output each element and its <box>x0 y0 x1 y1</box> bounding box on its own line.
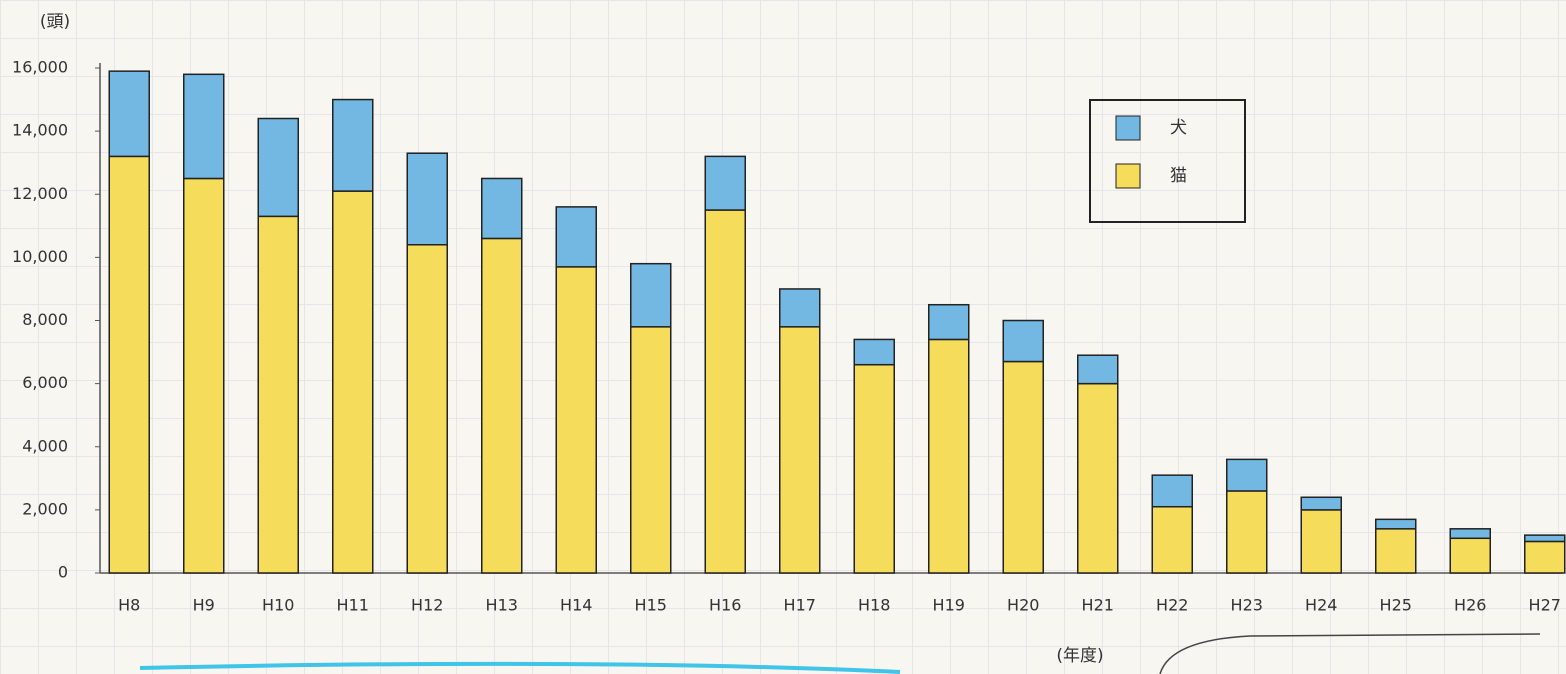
y-tick-label: 12,000 <box>12 184 68 203</box>
x-tick-label: H24 <box>1305 596 1337 615</box>
y-tick-label: 4,000 <box>22 436 68 455</box>
bar-segment <box>853 338 895 366</box>
legend-label: 犬 <box>1170 118 1187 138</box>
legend-swatch <box>1115 115 1141 141</box>
bar-segment <box>1077 382 1119 574</box>
decoration-sketch <box>1159 633 1541 674</box>
bar-segment <box>1151 505 1193 574</box>
bar-segment <box>1226 490 1268 574</box>
x-tick-label: H11 <box>337 596 369 615</box>
x-axis-label: (年度) <box>1056 646 1103 666</box>
y-tick-label: 16,000 <box>12 58 68 77</box>
bar-segment <box>108 70 150 158</box>
x-tick-label: H9 <box>193 596 215 615</box>
bar-segment <box>779 326 821 574</box>
y-axis-label: (頭) <box>40 12 70 32</box>
bar-segment <box>1002 360 1044 574</box>
legend-label: 猫 <box>1170 166 1187 186</box>
bar-segment <box>555 206 597 268</box>
bar-segment <box>704 209 746 574</box>
x-tick-label: H18 <box>858 596 890 615</box>
x-tick-label: H25 <box>1380 596 1412 615</box>
bar-segment <box>1449 528 1491 540</box>
bar-segment <box>704 155 746 211</box>
bar-segment <box>630 326 672 574</box>
decoration-line <box>139 661 901 674</box>
bar-segment <box>257 117 299 218</box>
x-tick-label: H27 <box>1529 596 1561 615</box>
x-tick-label: H26 <box>1454 596 1486 615</box>
bar-segment <box>1002 319 1044 363</box>
y-tick-label: 6,000 <box>22 373 68 392</box>
y-tick-label: 8,000 <box>22 310 68 329</box>
x-tick-label: H12 <box>411 596 443 615</box>
y-tick-label: 10,000 <box>12 247 68 266</box>
legend-swatch <box>1115 163 1141 189</box>
y-tick-label: 2,000 <box>22 499 68 518</box>
bar-segment <box>332 98 374 192</box>
x-tick-label: H13 <box>486 596 518 615</box>
bar-segment <box>779 288 821 328</box>
bar-segment <box>406 152 448 246</box>
bar-segment <box>555 266 597 574</box>
bar-segment <box>1524 534 1566 543</box>
x-tick-label: H8 <box>118 596 140 615</box>
bar-segment <box>928 303 970 341</box>
bar-segment <box>1226 458 1268 492</box>
x-tick-label: H22 <box>1156 596 1188 615</box>
bar-segment <box>332 190 374 574</box>
x-tick-label: H21 <box>1082 596 1114 615</box>
bar-segment <box>1524 540 1566 574</box>
x-tick-label: H15 <box>635 596 667 615</box>
bar-segment <box>1375 528 1417 574</box>
bar-segment <box>1375 518 1417 530</box>
y-tick-label: 14,000 <box>12 121 68 140</box>
legend-box <box>1089 99 1246 223</box>
bar-segment <box>630 262 672 328</box>
bar-segment <box>1077 354 1119 385</box>
bar-segment <box>853 363 895 574</box>
x-tick-label: H16 <box>709 596 741 615</box>
x-tick-label: H23 <box>1231 596 1263 615</box>
x-tick-label: H10 <box>262 596 294 615</box>
bar-segment <box>1300 496 1342 511</box>
x-tick-label: H19 <box>933 596 965 615</box>
bar-segment <box>406 244 448 574</box>
bar-segment <box>928 338 970 574</box>
bar-segment <box>183 177 225 574</box>
bar-segment <box>1449 537 1491 574</box>
x-tick-label: H20 <box>1007 596 1039 615</box>
bar-segment <box>481 237 523 574</box>
x-tick-label: H17 <box>784 596 816 615</box>
bar-segment <box>183 73 225 180</box>
x-tick-label: H14 <box>560 596 592 615</box>
y-tick-label: 0 <box>58 563 68 582</box>
bar-segment <box>1151 474 1193 508</box>
bar-segment <box>257 215 299 574</box>
bar-segment <box>1300 509 1342 574</box>
bar-segment <box>108 155 150 574</box>
bar-segment <box>481 177 523 240</box>
